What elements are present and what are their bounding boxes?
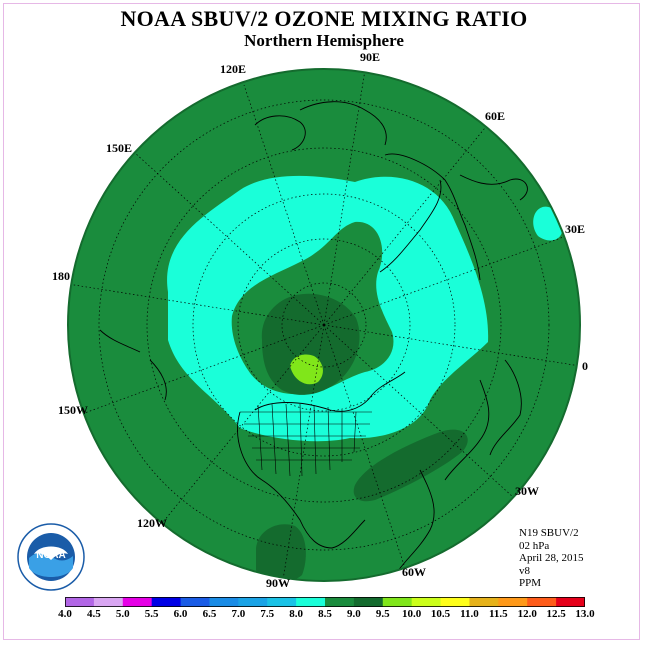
contour-south-8-5 [256,524,306,581]
lon-label-90e: 90E [360,50,380,64]
colorbar-label: 7.5 [260,608,275,620]
colorbar-label: 13.0 [575,608,595,620]
lon-label-30e: 30E [565,222,585,236]
colorbar-label: 10.5 [430,608,451,620]
colorbar-swatch [180,597,210,607]
info-level: 02 hPa [519,539,550,552]
info-block: N19 SBUV/2 02 hPa April 28, 2015 v8 PPM [519,527,583,590]
state-boundaries [240,403,372,477]
colorbar-label: 5.5 [144,608,159,620]
info-date: April 28, 2015 [519,552,584,564]
colorbar-swatch [527,597,557,607]
colorbar-swatch [122,597,153,607]
colorbar-label: 7.0 [231,608,246,620]
colorbar-label: 9.0 [347,608,361,620]
map-outline [67,68,581,582]
colorbar-label: 8.5 [318,608,332,620]
contour-center-8-5 [261,293,360,395]
lon-label-30w: 30W [515,484,539,498]
colorbar-swatch [382,597,413,607]
contour-center-9-0 [290,354,323,385]
contour-atlantic-8-5 [353,429,468,502]
lon-label-120w: 120W [137,516,167,530]
colorbar-swatch [296,597,326,607]
colorbar-label: 10.0 [402,608,422,620]
lon-label-0: 0 [582,359,588,373]
colorbar-label: 5.0 [115,608,130,620]
colorbar-swatch [238,597,268,607]
page-subtitle: Northern Hemisphere [244,31,404,50]
info-units: PPM [519,577,542,589]
colorbar-label: 11.5 [489,608,508,620]
colorbar-swatch [93,597,124,607]
colorbar-swatch [411,597,442,607]
colorbar-label: 6.5 [202,608,217,620]
lon-label-60w: 60W [402,565,426,579]
colorbar-label: 12.0 [517,608,537,620]
colorbar [65,597,585,607]
colorbar-label: 12.5 [546,608,566,620]
page-frame [3,3,640,640]
colorbar-swatch [325,597,355,607]
colorbar-swatch [440,597,470,607]
lon-label-120e: 120E [220,62,246,76]
lon-label-60e: 60E [485,109,505,123]
colorbar-label: 8.0 [289,608,303,620]
page-title: NOAA SBUV/2 OZONE MIXING RATIO [120,6,528,31]
colorbar-label: 4.5 [87,608,101,620]
colorbar-swatch [209,597,239,607]
colorbar-swatch [267,597,297,607]
colorbar-swatch [556,597,585,607]
colorbar-label: 11.0 [460,608,479,620]
logo-text: NOAA [36,550,65,561]
colorbar-label: 4.0 [58,608,72,620]
info-satellite: N19 SBUV/2 [519,527,579,539]
lon-label-150w: 150W [58,403,88,417]
noaa-logo: NOAA [17,523,85,591]
colorbar-swatch [151,597,182,607]
graticule [68,69,580,581]
colorbar-labels: 4.0 4.5 5.0 5.5 6.0 6.5 7.0 7.5 8.0 8.5 9.0 9.5 10.0… [0,608,648,624]
colorbar-swatch [353,597,384,607]
colorbar-swatch [65,597,95,607]
info-version: v8 [519,564,530,577]
colorbar-swatch [498,597,528,607]
colorbar-swatch [469,597,499,607]
lon-label-150e: 150E [106,141,132,155]
colorbar-label: 6.0 [173,608,188,620]
colorbar-label: 9.5 [375,608,390,620]
lon-label-180: 180 [52,269,70,283]
lon-label-90w: 90W [266,576,290,590]
